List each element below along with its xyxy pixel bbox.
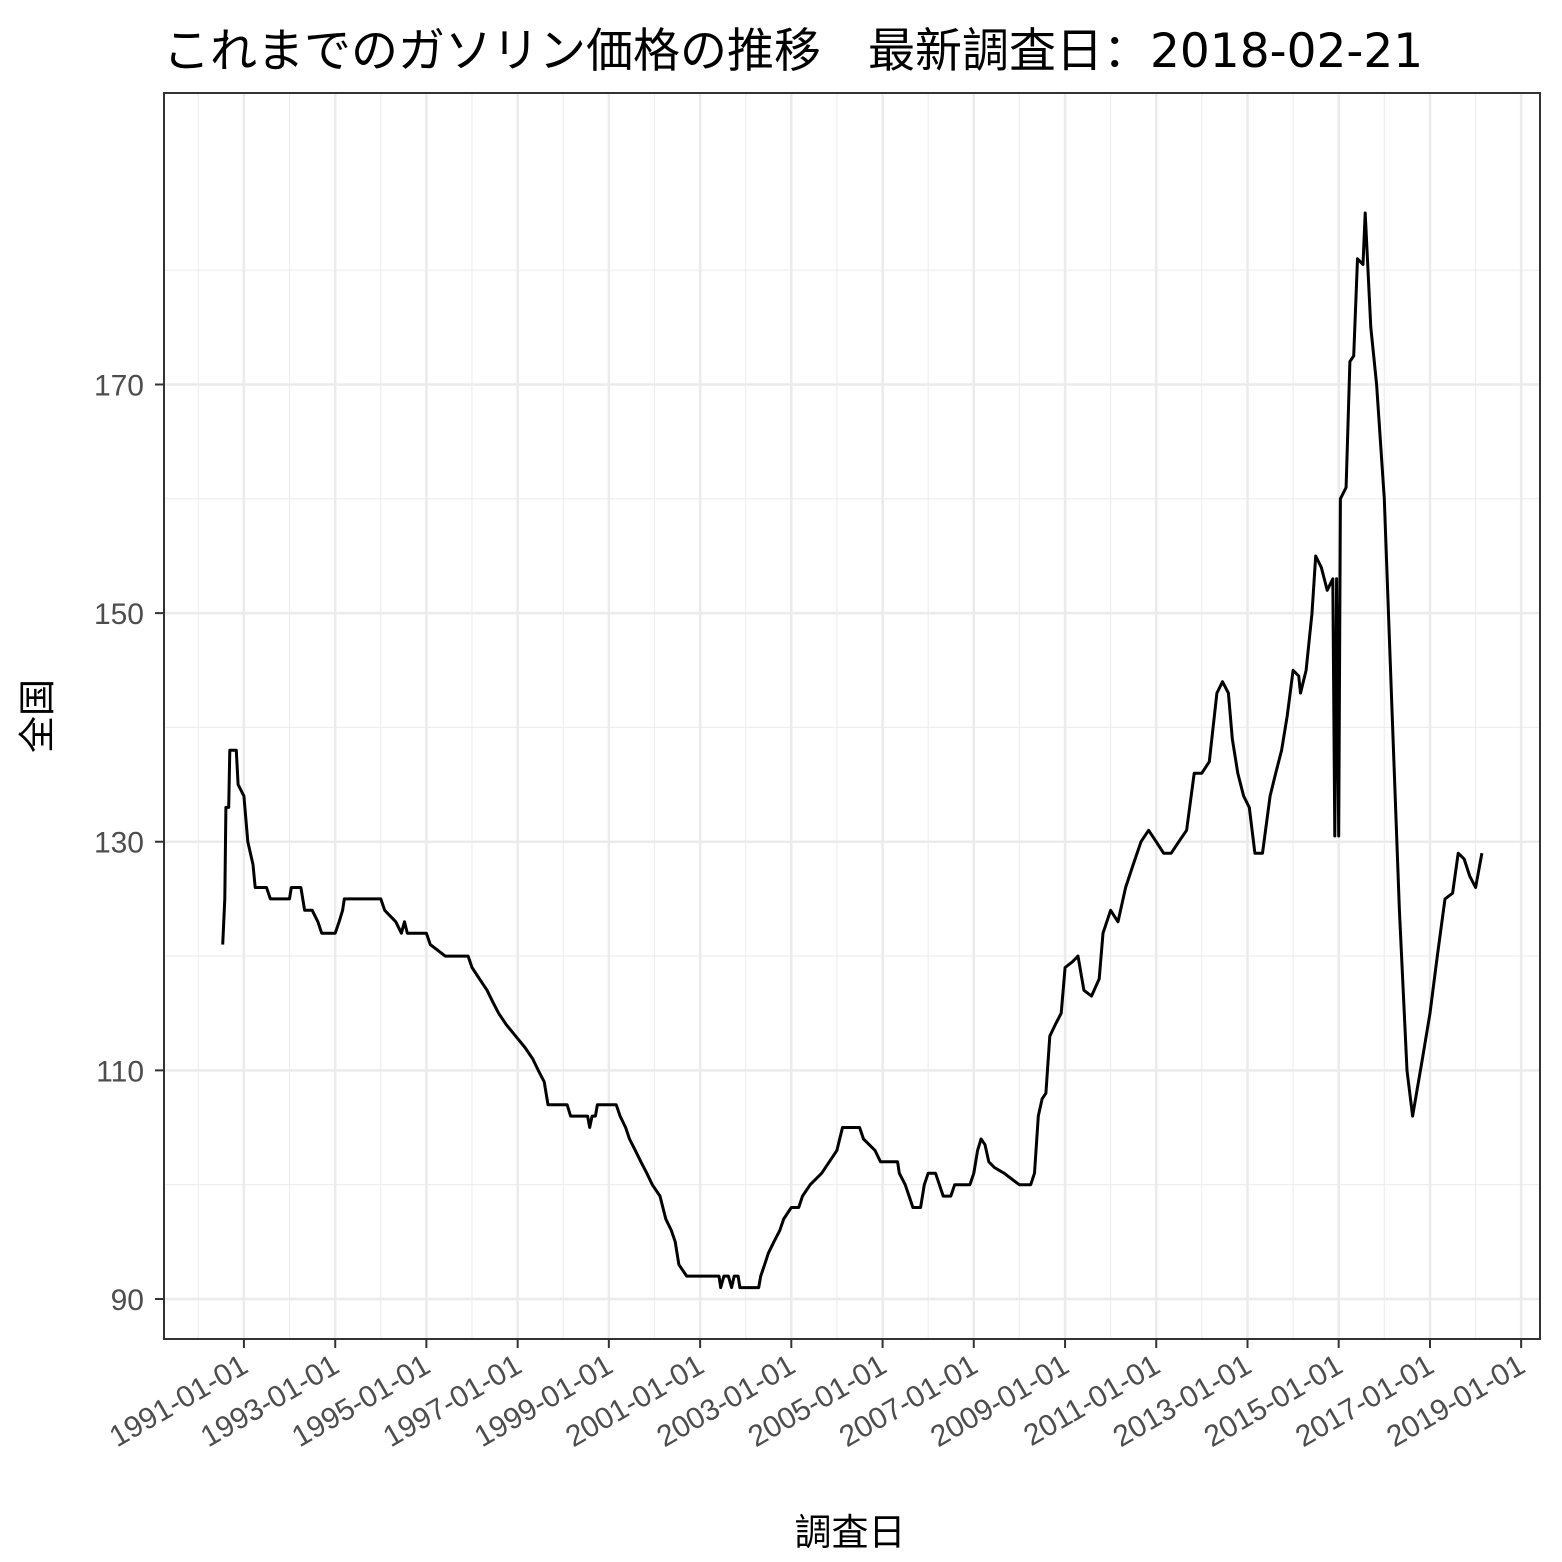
minor-gridlines [164,93,1540,1339]
y-tick-label: 130 [94,827,144,860]
x-axis-title: 調査日 [795,1511,906,1554]
y-tick-label: 90 [111,1284,144,1317]
plot-border [163,92,1541,1340]
y-tick-label: 110 [96,1055,144,1088]
y-tick-label: 150 [94,598,144,631]
series-line [221,211,1484,1290]
major-gridlines [164,93,1540,1339]
y-axis: 90 110 130 150 170 [94,369,164,1317]
y-axis-title: 全国 [16,679,59,753]
x-axis: 1991-01-011993-01-011995-01-011997-01-01… [104,1339,1531,1454]
y-tick-label: 170 [94,369,144,402]
chart-title: これまでのガソリン価格の推移 最新調査日：2018-02-21 [163,24,1424,79]
plot-background [164,93,1540,1339]
series-group [221,211,1484,1290]
